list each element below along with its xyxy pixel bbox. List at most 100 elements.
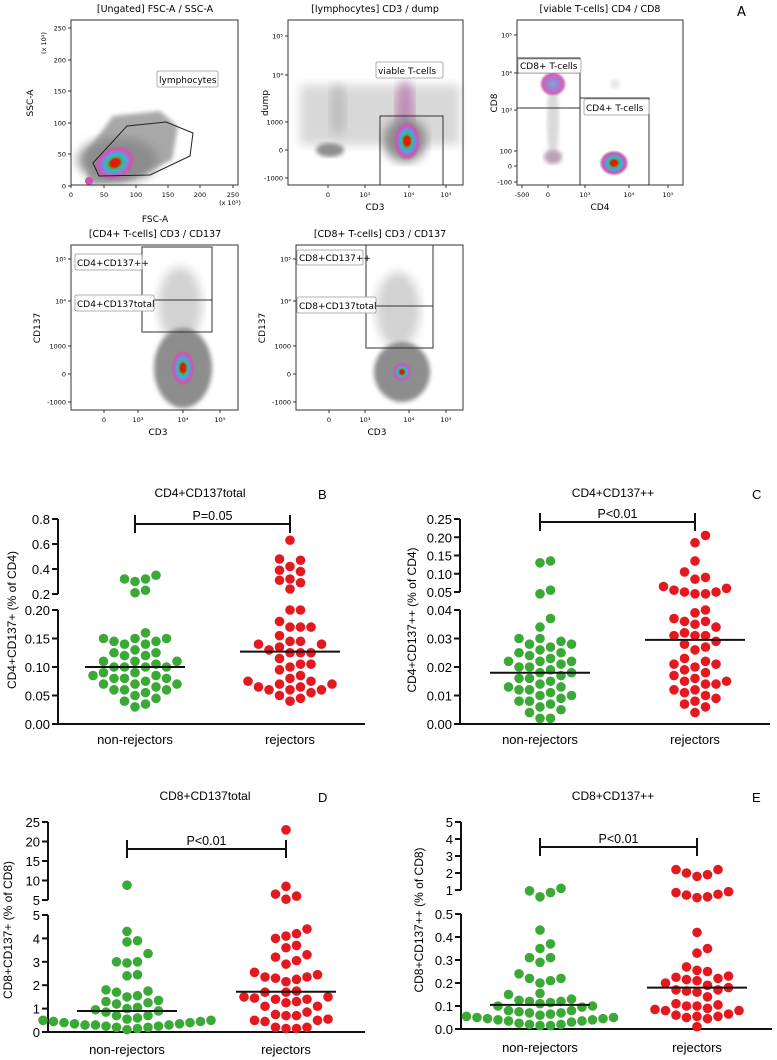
y-tick-label: 0 (508, 163, 512, 171)
x-tick-label: 0 (69, 191, 73, 199)
x-tick-label: 10⁴ (404, 416, 415, 424)
data-point-rejectors (291, 928, 302, 939)
y-tick-label: 2 (446, 866, 453, 881)
data-point-non-rejectors (545, 975, 556, 986)
data-point-rejectors (270, 973, 281, 983)
data-point-rejectors (681, 962, 692, 972)
data-point-non-rejectors (556, 1019, 566, 1030)
data-point-non-rejectors (195, 1016, 206, 1027)
data-point-non-rejectors (524, 662, 535, 672)
data-point-non-rejectors (556, 682, 566, 692)
data-point-rejectors (669, 670, 679, 681)
y-axis-label: CD4+CD137+ (% of CD4) (5, 551, 19, 689)
data-point-non-rejectors (151, 693, 161, 704)
data-point-non-rejectors (98, 633, 109, 644)
chart-title: CD8+CD137total (159, 789, 250, 803)
data-point-rejectors (274, 642, 285, 652)
y-tick-label: 0 (287, 371, 291, 379)
data-point-non-rejectors (140, 574, 151, 584)
data-point-rejectors (285, 574, 295, 584)
x-tick-label: 10³ (360, 191, 371, 199)
data-point-non-rejectors (566, 1005, 577, 1016)
p-value-label: P=0.05 (193, 509, 233, 523)
plot-frame (516, 19, 684, 186)
data-point-non-rejectors (514, 696, 524, 706)
gate-label: CD8+CD137++ (299, 254, 371, 264)
data-point-rejectors (669, 630, 679, 641)
data-point-rejectors (679, 587, 690, 597)
y-tick-label: 10 (26, 874, 40, 889)
y-tick-label: 10⁴ (272, 72, 283, 80)
gate-label: CD4+CD137total (77, 300, 154, 310)
data-point-rejectors (713, 1011, 723, 1022)
data-point-rejectors (274, 653, 285, 664)
cd137-total-gate (141, 246, 213, 333)
plot-frame (287, 19, 464, 186)
data-point-non-rejectors (556, 996, 566, 1007)
data-point-non-rejectors (482, 1013, 493, 1024)
data-point-non-rejectors (140, 687, 151, 698)
y-axis-label: SSC-A (26, 89, 36, 117)
data-point-rejectors (690, 608, 700, 618)
data-point-non-rejectors (545, 1009, 556, 1019)
data-point-rejectors (723, 886, 734, 897)
data-point-rejectors (690, 537, 700, 548)
data-point-non-rejectors (143, 948, 153, 959)
data-point-non-rejectors (577, 1002, 587, 1012)
y-axis-label: CD137 (258, 313, 268, 343)
data-point-non-rejectors (535, 1020, 545, 1031)
data-point-non-rejectors (111, 1022, 122, 1033)
y-tick-label: 10⁴ (280, 298, 291, 306)
data-point-rejectors (702, 980, 713, 991)
data-point-non-rejectors (566, 639, 577, 649)
x-tick-label: 250 (227, 191, 239, 199)
data-point-rejectors (281, 881, 291, 892)
data-point-rejectors (700, 605, 711, 615)
data-point-non-rejectors (545, 653, 556, 664)
data-point-non-rejectors (101, 996, 111, 1007)
y-tick-label: 0.05 (25, 689, 50, 704)
data-point-non-rejectors (119, 574, 130, 584)
data-point-rejectors (274, 679, 285, 689)
data-point-non-rejectors (98, 667, 109, 678)
scatter-chart-c: 0.00 0.01 0.02 0.03 0.04 0.05 0.10 0.15 0.20 0.25… (405, 486, 770, 747)
data-point-rejectors (700, 589, 711, 599)
data-point-rejectors (270, 933, 281, 944)
data-point-non-rejectors (109, 685, 119, 695)
data-point-non-rejectors (545, 676, 556, 687)
data-point-rejectors (306, 622, 316, 632)
data-point-rejectors (690, 673, 700, 684)
data-point-rejectors (721, 676, 732, 687)
y-tick-label: 10⁵ (501, 32, 512, 40)
data-point-rejectors (281, 825, 291, 835)
data-point-rejectors (285, 696, 295, 706)
data-point-rejectors (713, 973, 723, 984)
density-hotspot (171, 349, 195, 387)
data-point-non-rejectors (140, 585, 151, 596)
data-point-non-rejectors (101, 985, 111, 995)
data-point-rejectors (700, 630, 711, 641)
y-axis-label: CD8 (490, 93, 500, 112)
plot-title: [CD8+ T-cells] CD3 / CD137 (314, 229, 446, 240)
density-hotspot (393, 121, 421, 161)
y-tick-label: 0.2 (435, 976, 453, 991)
y-tick-label: 0.04 (427, 603, 452, 618)
data-point-non-rejectors (545, 556, 556, 566)
scatter-chart-e: 0.0 0.1 0.2 0.3 0.4 0.5 1 2 3 4 5 CD8+CD137++ E CD8+C… (412, 789, 772, 1055)
y-tick-label: 1 (446, 883, 453, 898)
category-label: rejectors (672, 1040, 722, 1055)
data-point-non-rejectors (122, 958, 132, 968)
data-point-non-rejectors (109, 673, 119, 684)
y-tick-label: 0 (62, 183, 66, 191)
data-point-non-rejectors (514, 673, 524, 684)
p-value-label: P<0.01 (598, 507, 638, 521)
data-point-rejectors (306, 687, 316, 698)
y-tick-label: 10⁴ (55, 298, 66, 306)
data-point-rejectors (679, 687, 690, 698)
y-tick-label: 0 (62, 371, 66, 379)
data-point-rejectors (295, 659, 306, 669)
data-point-non-rejectors (143, 1010, 153, 1021)
data-point-rejectors (270, 1009, 281, 1020)
faint-population (610, 79, 620, 89)
